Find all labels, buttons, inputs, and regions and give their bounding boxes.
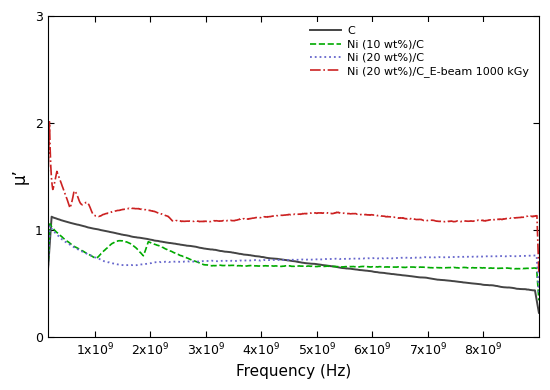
Ni (20 wt%)/C: [254, 258, 261, 263]
Ni (20 wt%)/C_E-beam 1000 kGy: [526, 214, 533, 219]
Line: Ni (20 wt%)/C_E-beam 1000 kGy: Ni (20 wt%)/C_E-beam 1000 kGy: [47, 122, 539, 274]
Legend: C, Ni (10 wt%)/C, Ni (20 wt%)/C, Ni (20 wt%)/C_E-beam 1000 kGy: C, Ni (10 wt%)/C, Ni (20 wt%)/C, Ni (20 …: [306, 22, 534, 82]
Ni (10 wt%)/C: [526, 266, 533, 271]
Line: Ni (10 wt%)/C: Ni (10 wt%)/C: [47, 224, 539, 300]
Ni (20 wt%)/C_E-beam 1000 kGy: [130, 206, 136, 211]
X-axis label: Frequency (Hz): Frequency (Hz): [235, 364, 351, 379]
C: [233, 251, 239, 255]
Ni (20 wt%)/C_E-beam 1000 kGy: [473, 218, 480, 223]
Ni (10 wt%)/C: [473, 266, 480, 270]
C: [44, 274, 51, 278]
Ni (10 wt%)/C: [44, 277, 51, 282]
Ni (20 wt%)/C: [101, 259, 107, 263]
C: [473, 282, 480, 286]
Ni (20 wt%)/C_E-beam 1000 kGy: [536, 271, 542, 276]
C: [48, 215, 55, 219]
C: [254, 254, 261, 259]
Ni (10 wt%)/C: [254, 264, 261, 268]
Ni (20 wt%)/C_E-beam 1000 kGy: [46, 119, 53, 124]
C: [526, 287, 533, 292]
Ni (20 wt%)/C: [526, 254, 533, 258]
C: [536, 310, 542, 315]
Ni (20 wt%)/C_E-beam 1000 kGy: [233, 218, 239, 223]
Ni (10 wt%)/C: [101, 248, 107, 253]
Ni (10 wt%)/C: [130, 243, 136, 248]
Ni (20 wt%)/C: [47, 223, 53, 228]
Ni (20 wt%)/C: [44, 278, 51, 282]
Ni (10 wt%)/C: [536, 298, 542, 303]
Ni (10 wt%)/C: [233, 263, 239, 268]
Ni (20 wt%)/C: [130, 263, 136, 268]
Y-axis label: μ’: μ’: [11, 168, 29, 184]
Ni (10 wt%)/C: [47, 222, 53, 226]
Ni (20 wt%)/C_E-beam 1000 kGy: [101, 212, 107, 217]
Ni (20 wt%)/C_E-beam 1000 kGy: [44, 200, 51, 205]
Ni (20 wt%)/C: [473, 254, 480, 259]
Ni (20 wt%)/C: [536, 291, 542, 296]
C: [130, 234, 136, 239]
Line: Ni (20 wt%)/C: Ni (20 wt%)/C: [47, 225, 539, 293]
C: [101, 229, 107, 233]
Ni (20 wt%)/C_E-beam 1000 kGy: [254, 215, 261, 220]
Ni (20 wt%)/C: [233, 259, 239, 263]
Line: C: C: [47, 217, 539, 313]
